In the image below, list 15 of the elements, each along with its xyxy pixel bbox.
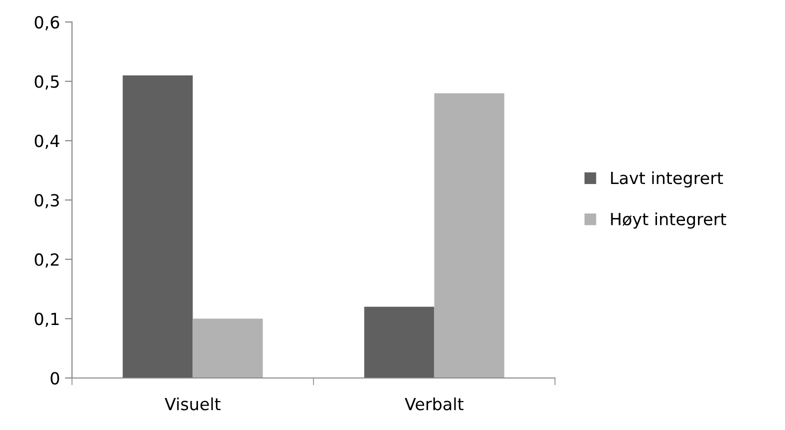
y-tick-label: 0,3 bbox=[34, 194, 59, 208]
bar bbox=[364, 306, 434, 378]
y-tick-label: 0,1 bbox=[34, 312, 59, 327]
bar bbox=[434, 93, 504, 378]
legend-label: Lavt integrert bbox=[611, 171, 723, 188]
y-tick-label: 0,4 bbox=[34, 134, 60, 149]
legend-label: Høyt integrert bbox=[611, 212, 726, 229]
y-tick-label: 0,6 bbox=[34, 16, 60, 30]
bar bbox=[192, 318, 263, 378]
x-tick-label: Visuelt bbox=[164, 397, 221, 410]
y-tick-label: 0,5 bbox=[34, 75, 59, 90]
bar bbox=[122, 75, 193, 378]
y-tick-label: 0,2 bbox=[34, 253, 59, 268]
y-tick-label: 0 bbox=[50, 372, 60, 385]
x-tick-label: Verbalt bbox=[404, 397, 464, 410]
